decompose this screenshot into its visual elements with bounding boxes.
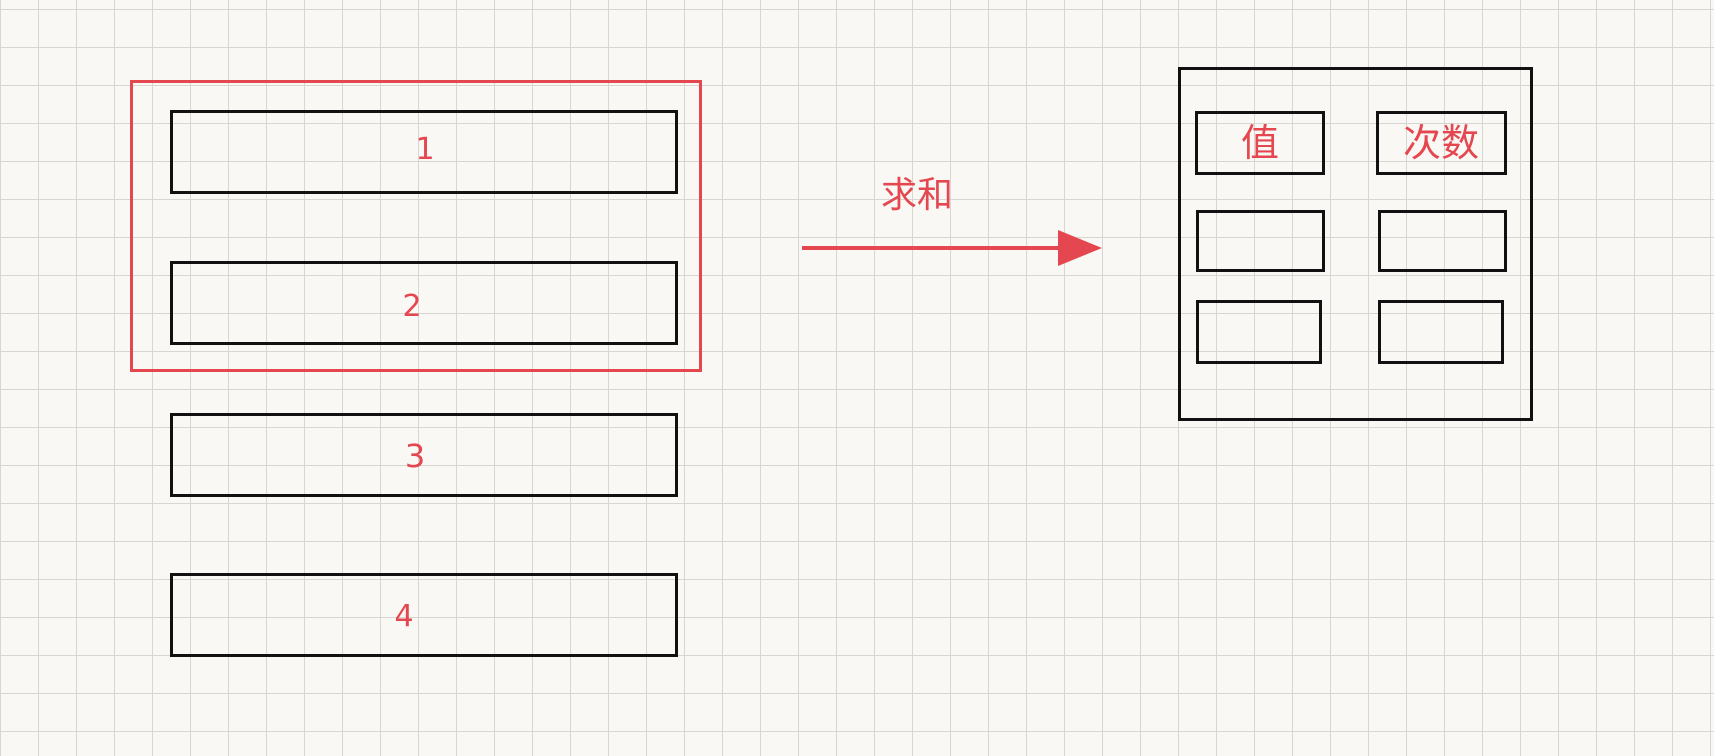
source-row-2-label: 2	[402, 289, 422, 324]
source-row-4	[170, 573, 678, 657]
arrow-label: 求和	[880, 175, 953, 216]
source-row-1-label: 1	[415, 132, 435, 167]
source-row-3-label: 3	[404, 437, 426, 475]
arrow-head	[1058, 230, 1102, 266]
source-row-4-label: 4	[394, 599, 414, 634]
result-header-value-label: 值	[1240, 121, 1279, 165]
result-table	[1178, 67, 1533, 421]
source-row-1	[170, 110, 678, 194]
source-row-2	[170, 261, 678, 345]
result-cell-r1-value	[1196, 210, 1325, 272]
result-cell-r1-count	[1378, 210, 1507, 272]
result-header-value	[1195, 111, 1325, 175]
result-cell-r2-count	[1378, 300, 1504, 364]
result-header-count-label: 次数	[1402, 121, 1479, 165]
result-cell-r2-value	[1196, 300, 1322, 364]
selection-frame	[130, 80, 702, 372]
source-row-3	[170, 413, 678, 497]
result-header-count	[1376, 111, 1507, 175]
